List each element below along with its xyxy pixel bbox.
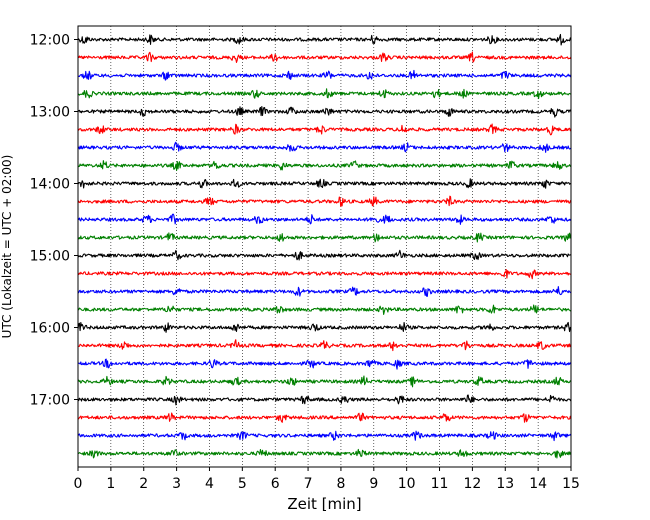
x-tick-label: 0 [74, 476, 83, 492]
x-tick-label: 13 [496, 476, 514, 492]
trace-line [77, 448, 572, 459]
x-tick-label: 7 [304, 476, 313, 492]
trace-line [77, 412, 572, 423]
x-tick-label: 2 [139, 476, 148, 492]
plot-frame [77, 25, 572, 468]
x-tick-label: 8 [336, 476, 345, 492]
x-tick-label: 3 [172, 476, 181, 492]
trace-line [77, 213, 572, 225]
trace-line [77, 123, 572, 136]
trace-line [77, 88, 572, 100]
trace-line [77, 394, 572, 406]
trace-line [77, 430, 572, 442]
trace-line [77, 195, 572, 207]
x-axis-ticks: 0 1 2 3 4 5 6 7 8 9 10 11 12 13 14 15 [74, 467, 580, 492]
y-tick-label: 13:00 [30, 105, 70, 121]
trace-line [77, 375, 572, 388]
trace-line [77, 232, 572, 243]
x-tick-label: 15 [562, 476, 580, 492]
x-tick-label: 10 [398, 476, 416, 492]
trace-line [77, 51, 572, 63]
y-tick-label: 16:00 [30, 321, 70, 337]
trace-line [77, 141, 572, 153]
x-tick-label: 1 [106, 476, 115, 492]
y-tick-label: 17:00 [30, 393, 70, 409]
x-tick-label: 4 [205, 476, 214, 492]
trace-lines [77, 33, 572, 459]
trace-line [77, 160, 572, 172]
x-tick-label: 9 [369, 476, 378, 492]
trace-line [78, 304, 572, 315]
trace-line [77, 249, 572, 261]
trace-line [77, 339, 572, 352]
trace-line [77, 269, 572, 280]
x-axis-label: Zeit [min] [287, 495, 361, 513]
trace-line [77, 321, 572, 333]
y-axis-ticks: 12:00 13:00 14:00 15:00 16:00 17:00 [30, 33, 78, 409]
trace-line [77, 358, 572, 370]
y-tick-label: 15:00 [30, 249, 70, 265]
trace-line [77, 105, 572, 118]
trace-line [77, 69, 572, 81]
x-tick-label: 12 [463, 476, 481, 492]
x-tick-label: 11 [431, 476, 449, 492]
x-tick-label: 14 [529, 476, 547, 492]
trace-line [77, 178, 572, 189]
y-tick-label: 14:00 [30, 177, 70, 193]
y-tick-label: 12:00 [30, 33, 70, 49]
x-tick-label: 6 [271, 476, 280, 492]
y-axis-label: UTC (Lokalzeit = UTC + 02:00) [0, 155, 14, 339]
trace-line [77, 286, 572, 297]
x-tick-label: 5 [238, 476, 247, 492]
trace-line [77, 33, 572, 46]
